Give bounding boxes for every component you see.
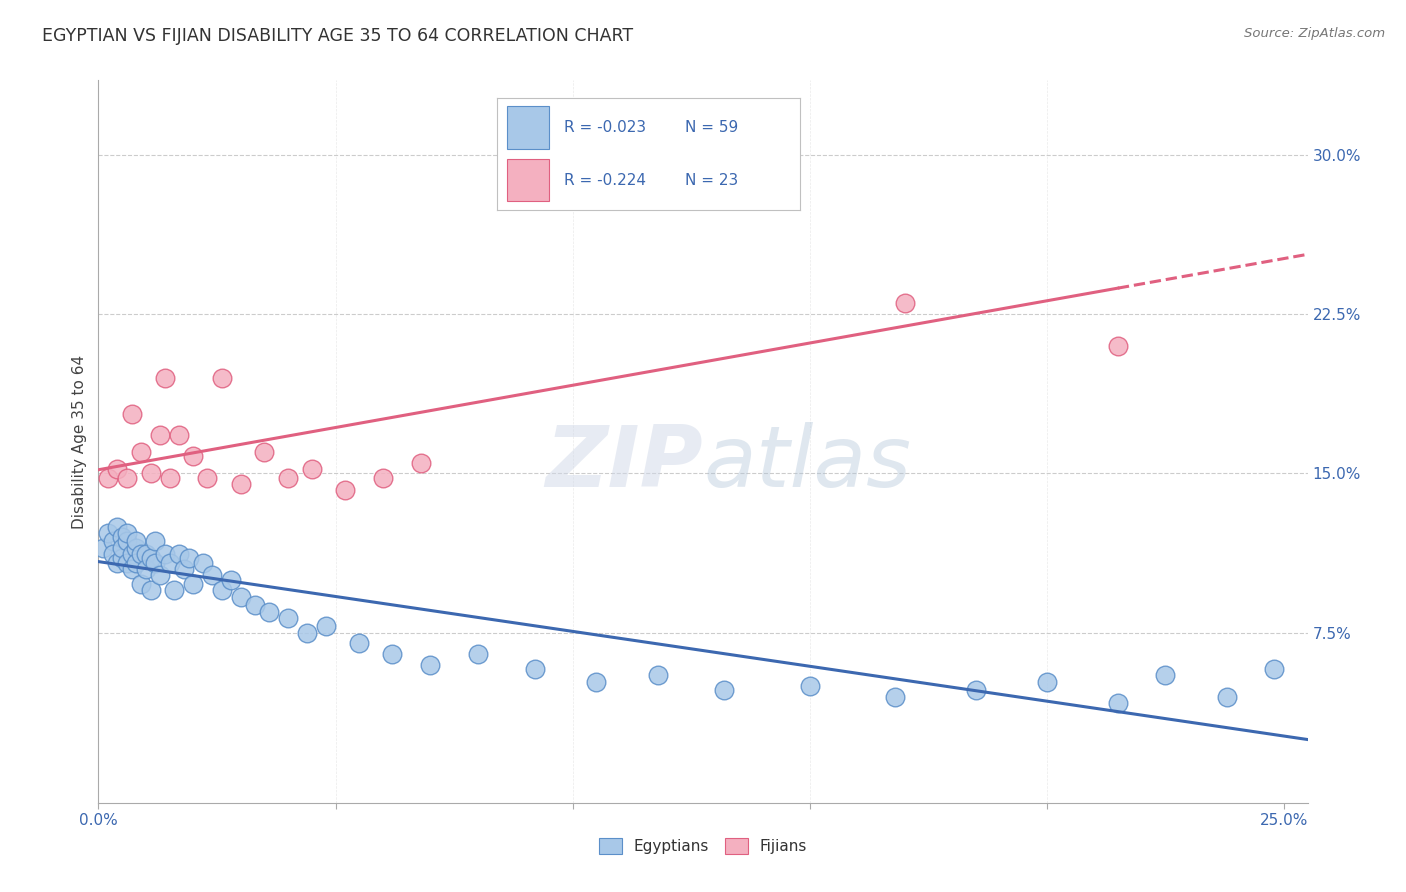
Point [965,683,987,698]
Point [253,445,276,459]
Point [143,534,166,549]
Point [277,611,299,625]
Point [371,471,394,485]
Point [105,519,128,533]
Point [211,583,233,598]
Point [101,547,124,561]
Point [467,647,489,661]
Point [143,556,166,570]
Point [713,683,735,698]
Point [153,371,176,385]
Point [191,556,214,570]
Point [135,547,157,561]
Point [97,471,120,485]
Text: ZIP: ZIP [546,422,703,505]
Point [301,462,323,476]
Point [121,547,143,561]
Point [799,679,821,693]
Point [884,690,907,704]
Point [243,598,266,612]
Point [381,647,404,661]
Point [105,556,128,570]
Point [1107,339,1129,353]
Point [1154,668,1177,682]
Point [125,556,148,570]
Point [167,547,190,561]
Point [893,296,915,310]
Point [135,562,157,576]
Point [115,471,138,485]
Point [149,428,172,442]
Point [97,525,120,540]
Point [173,562,195,576]
Point [409,456,432,470]
Point [129,577,152,591]
Point [159,556,181,570]
Y-axis label: Disability Age 35 to 64: Disability Age 35 to 64 [72,354,87,529]
Point [315,619,337,633]
Point [125,534,148,549]
Text: atlas: atlas [703,422,911,505]
Point [181,577,204,591]
Point [277,471,299,485]
Point [647,668,669,682]
Point [139,467,162,481]
Point [523,662,546,676]
Point [1216,690,1239,704]
Point [333,483,356,498]
Point [163,583,186,598]
Point [257,605,280,619]
Legend: Egyptians, Fijians: Egyptians, Fijians [593,832,813,860]
Point [139,583,162,598]
Point [115,556,138,570]
Point [125,541,148,555]
Point [167,428,190,442]
Text: Source: ZipAtlas.com: Source: ZipAtlas.com [1244,27,1385,40]
Point [111,541,134,555]
Point [101,534,124,549]
Point [295,625,318,640]
Point [229,590,252,604]
Point [197,471,219,485]
Point [219,573,242,587]
Point [347,636,370,650]
Point [121,407,143,421]
Point [211,371,233,385]
Text: EGYPTIAN VS FIJIAN DISABILITY AGE 35 TO 64 CORRELATION CHART: EGYPTIAN VS FIJIAN DISABILITY AGE 35 TO … [42,27,633,45]
Point [111,551,134,566]
Point [129,547,152,561]
Point [153,547,176,561]
Point [129,445,152,459]
Point [115,525,138,540]
Point [181,450,204,464]
Point [1107,696,1129,710]
Point [419,657,441,672]
Point [201,568,224,582]
Point [91,541,114,555]
Point [159,471,181,485]
Point [1263,662,1285,676]
Point [229,477,252,491]
Point [149,568,172,582]
Point [115,534,138,549]
Point [585,674,607,689]
Point [177,551,200,566]
Point [111,530,134,544]
Point [121,562,143,576]
Point [657,186,679,200]
Point [105,462,128,476]
Point [139,551,162,566]
Point [1036,674,1059,689]
